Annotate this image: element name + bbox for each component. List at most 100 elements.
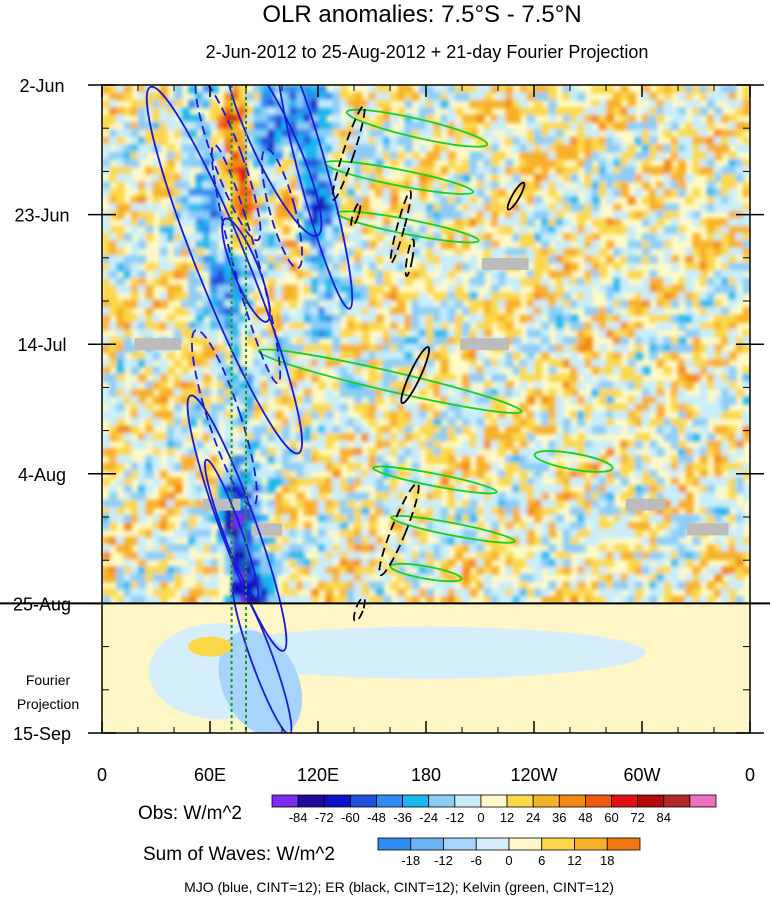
x-tick-label: 0 — [97, 765, 107, 785]
colorbar-tick-label: -12 — [445, 810, 464, 825]
colorbar-swatch — [410, 837, 444, 851]
colorbar-tick-label: 36 — [552, 810, 566, 825]
y-tick-label: 4-Aug — [18, 465, 66, 485]
colorbar-swatch — [611, 794, 639, 808]
missing-data-box — [481, 257, 529, 270]
colorbar-swatch — [663, 794, 691, 808]
er-contour — [331, 105, 366, 201]
kelvin-contour — [390, 514, 516, 544]
x-tick-label: 0 — [745, 765, 755, 785]
colorbar-tick-label: 12 — [567, 853, 581, 868]
colorbar-swatch — [323, 794, 351, 808]
mjo-contour — [186, 394, 288, 652]
waves-colorbar: -18 -12 -6 0 6 12 18 — [377, 837, 641, 868]
mjo-contour — [261, 147, 303, 270]
waves-colorbar-label: Sum of Waves: W/m^2 — [143, 844, 335, 865]
missing-data-box — [170, 338, 182, 351]
er-contour — [400, 346, 431, 405]
x-tick-label: 60E — [194, 765, 226, 785]
er-contour — [506, 181, 526, 211]
colorbar-tick-label: 0 — [477, 810, 484, 825]
colorbar-swatch — [428, 794, 456, 808]
x-tick-label: 60W — [623, 765, 660, 785]
er-contour — [378, 482, 420, 577]
colorbar-swatch — [689, 794, 717, 808]
missing-data-box — [134, 338, 171, 351]
colorbar-tick-label: 24 — [526, 810, 540, 825]
colorbar-tick-label: 60 — [604, 810, 618, 825]
y-tick-label: 15-Sep — [13, 724, 71, 744]
mjo-contour — [210, 143, 282, 385]
obs-anomaly-field — [102, 85, 750, 605]
missing-data-box — [460, 338, 509, 351]
colorbar-tick-label: 48 — [578, 810, 592, 825]
colorbar-swatch — [558, 794, 586, 808]
colorbar-tick-label: -18 — [401, 853, 420, 868]
mjo-contour — [191, 329, 258, 508]
colorbar-tick-label: 72 — [630, 810, 644, 825]
colorbar-swatch — [606, 837, 641, 851]
colorbar-tick-label: 12 — [500, 810, 514, 825]
projection-label-2: Projection — [17, 696, 79, 712]
projection-positive-area — [188, 636, 232, 657]
y-tick-label: 14-Jul — [17, 335, 66, 355]
chart-subtitle: 2-Jun-2012 to 25-Aug-2012 + 21-day Fouri… — [206, 42, 649, 62]
colorbar-tick-label: -12 — [434, 853, 453, 868]
colorbar-swatch — [377, 837, 412, 851]
colorbar-tick-label: 18 — [600, 853, 614, 868]
colorbar-swatch — [532, 794, 560, 808]
mjo-contour — [221, 217, 271, 323]
plot-area — [102, 85, 750, 733]
kelvin-contour — [345, 108, 489, 148]
projection-label-1: Fourier — [26, 672, 71, 688]
colorbar-tick-label: -36 — [393, 810, 412, 825]
colorbar-swatch — [637, 794, 665, 808]
wave-legend-footer: MJO (blue, CINT=12); ER (black, CINT=12)… — [184, 879, 614, 895]
y-tick-label: 23-Jun — [14, 206, 69, 226]
kelvin-contour — [389, 562, 463, 583]
x-tick-label: 180 — [411, 765, 441, 785]
er-contour — [389, 190, 412, 264]
colorbar-tick-label: -84 — [289, 810, 308, 825]
colorbar-swatch — [297, 794, 325, 808]
er-contour — [404, 238, 415, 277]
missing-data-box — [625, 498, 666, 511]
colorbar-swatch — [349, 794, 377, 808]
colorbar-tick-label: -72 — [315, 810, 334, 825]
missing-data-box — [687, 523, 729, 536]
colorbar-tick-label: -60 — [341, 810, 360, 825]
mjo-contour — [203, 458, 260, 600]
colorbar-tick-label: 84 — [657, 810, 671, 825]
kelvin-contour — [533, 450, 614, 473]
obs-colorbar-label: Obs: W/m^2 — [138, 803, 242, 824]
er-contour — [350, 201, 362, 228]
colorbar-tick-label: 0 — [505, 853, 512, 868]
kelvin-contour — [372, 465, 498, 495]
kelvin-contour — [257, 348, 523, 414]
wave-contours — [145, 85, 614, 733]
mjo-reference-lines — [230, 85, 247, 733]
colorbar-tick-label: -6 — [470, 853, 482, 868]
colorbar-swatch — [475, 837, 510, 851]
colorbar-swatch — [402, 794, 430, 808]
colorbar-tick-label: -48 — [367, 810, 386, 825]
mjo-contour — [275, 85, 354, 310]
colorbar-swatch — [271, 794, 299, 808]
mjo-contour — [194, 85, 262, 242]
projection-negative-band — [206, 626, 646, 679]
colorbar-swatch — [508, 837, 543, 851]
colorbar-swatch — [585, 794, 612, 808]
axes: 2-Jun 23-Jun 14-Jul 4-Aug 25-Aug 15-Sep 0 60E 12… — [13, 76, 764, 785]
mjo-contour — [145, 85, 303, 455]
obs-colorbar: -84 -72 -60 -48 -36 -24 -12 0 12 24 36 48 60 72 84 — [271, 794, 717, 825]
y-tick-label: 2-Jun — [19, 76, 64, 96]
missing-data-box — [202, 498, 241, 511]
colorbar-swatch — [541, 837, 575, 851]
x-tick-label: 120E — [297, 765, 339, 785]
colorbar-swatch — [574, 837, 608, 851]
mjo-contour — [223, 85, 323, 237]
y-tick-label: 25-Aug — [13, 594, 71, 614]
colorbar-swatch — [443, 837, 477, 851]
chart-title: OLR anomalies: 7.5°S - 7.5°N — [262, 1, 581, 28]
